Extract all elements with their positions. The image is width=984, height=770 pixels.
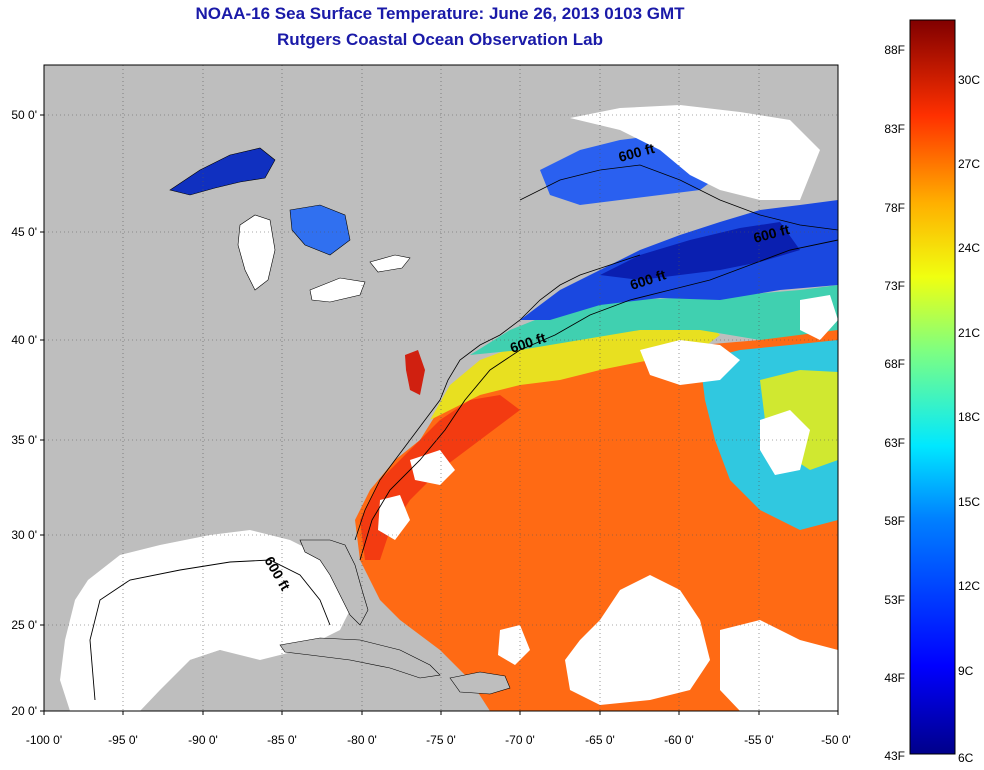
gulf-stream-core <box>360 395 520 560</box>
hispaniola <box>449 671 511 695</box>
lon-label: -70 0' <box>505 733 535 747</box>
lat-label: 35 0' <box>11 433 37 447</box>
lon-label: -100 0' <box>26 733 62 747</box>
cuba <box>279 637 441 679</box>
colorbar-c-label: 18C <box>958 410 980 424</box>
lon-label: -50 0' <box>821 733 851 747</box>
lon-label: -65 0' <box>585 733 615 747</box>
us-east-coast <box>354 254 641 541</box>
colorbar-f-label: 53F <box>884 593 905 607</box>
colorbar-f-label: 58F <box>884 514 905 528</box>
colorbar-c-label: 9C <box>958 664 974 678</box>
lat-label: 40 0' <box>11 333 37 347</box>
lon-label: -60 0' <box>664 733 694 747</box>
gulf-of-mexico <box>60 530 355 711</box>
lon-label: -85 0' <box>267 733 297 747</box>
colorbar-f-label: 83F <box>884 122 905 136</box>
gulf-600ft-contour <box>89 559 331 701</box>
colorbar-f-label: 48F <box>884 671 905 685</box>
lon-label: -90 0' <box>188 733 218 747</box>
lat-label: 30 0' <box>11 528 37 542</box>
colorbar-f-label: 88F <box>884 43 905 57</box>
colorbar-f-label: 78F <box>884 201 905 215</box>
colorbar-c-label: 27C <box>958 157 980 171</box>
colorbar-f-label: 63F <box>884 436 905 450</box>
yucatan-peninsula <box>185 650 260 711</box>
lat-label: 20 0' <box>11 704 37 718</box>
colorbar-c-label: 12C <box>958 579 980 593</box>
lon-label: -80 0' <box>347 733 377 747</box>
canada-coast <box>519 164 838 231</box>
colorbar-f-label: 68F <box>884 357 905 371</box>
no-data-regions <box>378 105 838 711</box>
map-title: NOAA-16 Sea Surface Temperature: June 26… <box>195 4 685 23</box>
600ft-contour <box>359 239 838 561</box>
colorbar-c-label: 6C <box>958 751 974 765</box>
cool-band <box>470 285 838 355</box>
lon-label: -55 0' <box>744 733 774 747</box>
transition-zone <box>430 318 720 420</box>
graticule <box>44 65 838 711</box>
axis-ticks <box>40 114 839 715</box>
lat-label: 25 0' <box>11 618 37 632</box>
colorbar-f-label: 73F <box>884 279 905 293</box>
lon-label: -95 0' <box>108 733 138 747</box>
colorbar-c-label: 21C <box>958 326 980 340</box>
map-subtitle: Rutgers Coastal Ocean Observation Lab <box>277 30 603 49</box>
colorbar-f-label: 43F <box>884 749 905 763</box>
colorbar-c-label: 30C <box>958 73 980 87</box>
colorbar-c-label: 24C <box>958 241 980 255</box>
colorbar-c-label: 15C <box>958 495 980 509</box>
lon-label: -75 0' <box>426 733 456 747</box>
lat-label: 50 0' <box>11 108 37 122</box>
chesapeake-bay <box>405 350 425 395</box>
great-lakes <box>169 147 411 303</box>
cold-shelf-deep <box>600 222 800 280</box>
lat-label: 45 0' <box>11 225 37 239</box>
colorbar <box>909 19 956 755</box>
